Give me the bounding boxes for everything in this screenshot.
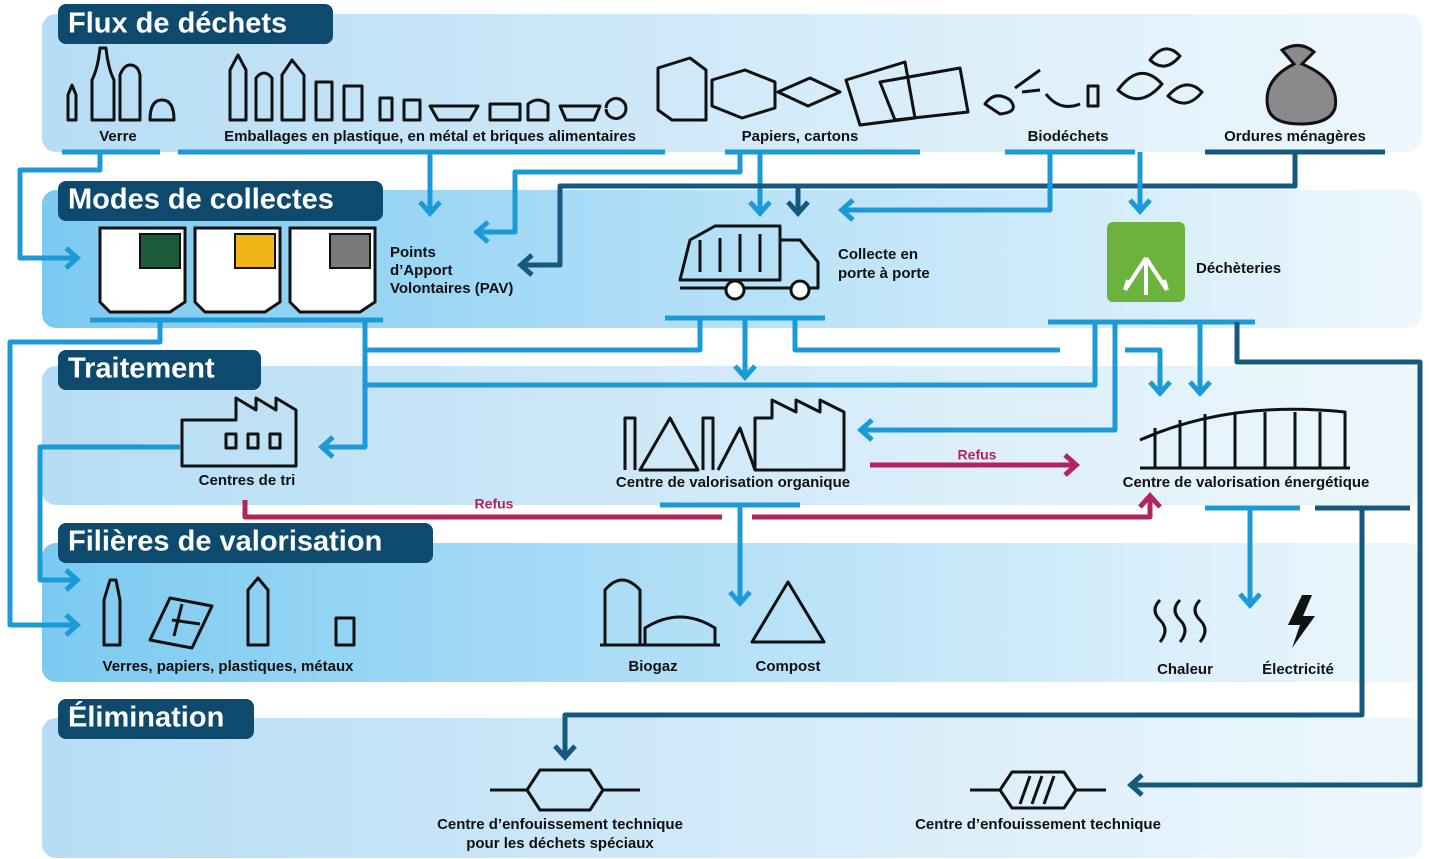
section-title: Élimination bbox=[68, 700, 224, 734]
recovery-label: Chaleur bbox=[1157, 661, 1213, 678]
section-title: Flux de déchets bbox=[68, 8, 287, 40]
section-title: Traitement bbox=[68, 353, 215, 385]
treatment-label: Centres de tri bbox=[199, 472, 296, 489]
collection-label: Volontaires (PAV) bbox=[390, 280, 513, 297]
section-title: Filières de valorisation bbox=[68, 526, 382, 558]
treatment-label: Centre de valorisation énergétique bbox=[1123, 474, 1370, 491]
elimination-label: pour les déchets spéciaux bbox=[466, 835, 654, 852]
stream-label: Papiers, cartons bbox=[742, 128, 859, 145]
section-title: Modes de collectes bbox=[68, 184, 334, 216]
icon-pav-part bbox=[235, 234, 275, 268]
recovery-label: Électricité bbox=[1262, 661, 1334, 678]
elimination-label: Centre d’enfouissement technique bbox=[915, 816, 1161, 833]
band bbox=[42, 718, 1422, 858]
icon-pav-part bbox=[330, 234, 370, 268]
icon-dechetterie bbox=[1107, 222, 1185, 302]
elimination-label: Centre d’enfouissement technique bbox=[437, 816, 683, 833]
reject-label: Refus bbox=[475, 496, 514, 512]
stream-label: Emballages en plastique, en métal et bri… bbox=[224, 128, 636, 145]
collection-label: Collecte en bbox=[838, 246, 918, 263]
reject-label: Refus bbox=[958, 447, 997, 463]
icon-pav bbox=[100, 228, 375, 312]
icon-pav-part bbox=[140, 234, 180, 268]
treatment-label: Centre de valorisation organique bbox=[616, 474, 850, 491]
diagram: Flux de déchets Modes de collectes Trait… bbox=[0, 0, 1429, 859]
recovery-label: Compost bbox=[756, 658, 821, 675]
collection-label: d’Apport bbox=[390, 262, 452, 279]
recovery-label: Verres, papiers, plastiques, métaux bbox=[103, 658, 355, 675]
recovery-label: Biogaz bbox=[628, 658, 677, 675]
collection-label: Points bbox=[390, 244, 436, 261]
page: Flux de déchets {"sections": [ {"title":… bbox=[0, 0, 1429, 859]
body: Flux de déchets Modes de collectes Trait… bbox=[0, 0, 1429, 859]
stream-label: Biodéchets bbox=[1028, 128, 1109, 145]
icon-truck-part bbox=[791, 281, 809, 299]
stream-label: Ordures ménagères bbox=[1224, 128, 1366, 145]
stream-label: Verre bbox=[99, 128, 137, 145]
collection-label: Déchèteries bbox=[1196, 260, 1281, 277]
icon-truck-part bbox=[726, 281, 744, 299]
collection-label: porte à porte bbox=[838, 265, 930, 282]
